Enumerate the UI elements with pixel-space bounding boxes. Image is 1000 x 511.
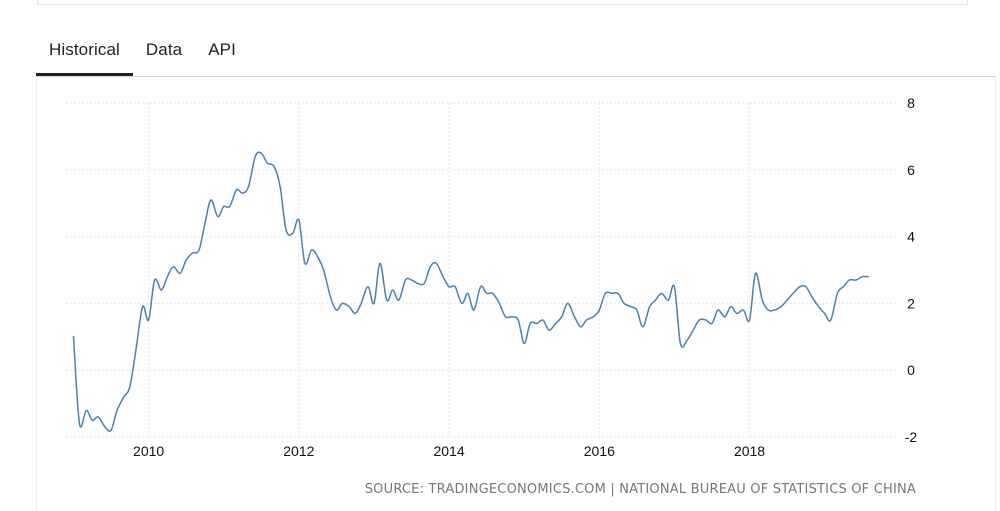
tabs-divider <box>36 76 996 77</box>
tab-historical[interactable]: Historical <box>36 28 133 76</box>
series-line-0 <box>72 151 869 432</box>
chart-panel <box>36 77 996 511</box>
y-tick-label: 2 <box>907 295 915 311</box>
source-credit: SOURCE: TRADINGECONOMICS.COM | NATIONAL … <box>364 482 916 497</box>
x-tick-label: 2010 <box>133 443 164 459</box>
x-tick-label: 2014 <box>433 443 464 459</box>
x-tick-label: 2016 <box>584 443 615 459</box>
series-layer <box>72 151 869 432</box>
top-panel-border <box>37 0 968 5</box>
y-tick-label: 6 <box>907 162 915 178</box>
tab-api[interactable]: API <box>208 40 236 59</box>
chart-tabs: Historical Data API <box>36 28 249 76</box>
x-tick-label: 2018 <box>734 443 765 459</box>
y-tick-label: -2 <box>905 429 918 445</box>
y-tick-label: 4 <box>907 229 915 245</box>
grid-lines <box>66 102 896 438</box>
x-tick-label: 2012 <box>283 443 314 459</box>
y-tick-label: 8 <box>907 95 915 111</box>
tick-labels: 8 6 4 2 0 -2 2010 2012 2014 2016 2018 <box>133 95 917 459</box>
y-tick-label: 0 <box>907 362 915 378</box>
tab-data[interactable]: Data <box>145 40 183 59</box>
